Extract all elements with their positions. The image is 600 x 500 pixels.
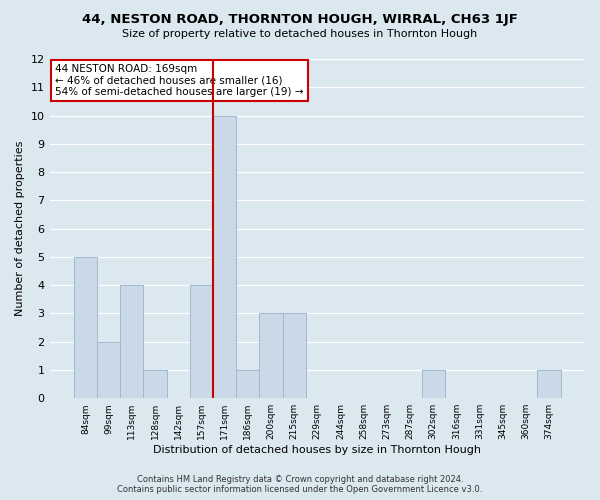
Text: 44 NESTON ROAD: 169sqm
← 46% of detached houses are smaller (16)
54% of semi-det: 44 NESTON ROAD: 169sqm ← 46% of detached… (55, 64, 304, 98)
Text: 44, NESTON ROAD, THORNTON HOUGH, WIRRAL, CH63 1JF: 44, NESTON ROAD, THORNTON HOUGH, WIRRAL,… (82, 12, 518, 26)
Bar (259, 314, 283, 398)
Bar (213, 116, 236, 398)
Bar (236, 370, 259, 398)
Bar (120, 285, 143, 398)
X-axis label: Distribution of detached houses by size in Thornton Hough: Distribution of detached houses by size … (153, 445, 481, 455)
Bar (74, 257, 97, 398)
Text: Size of property relative to detached houses in Thornton Hough: Size of property relative to detached ho… (122, 29, 478, 39)
Bar (143, 370, 167, 398)
Bar (283, 314, 305, 398)
Bar (97, 342, 120, 398)
Bar (422, 370, 445, 398)
Y-axis label: Number of detached properties: Number of detached properties (15, 141, 25, 316)
Text: Contains HM Land Registry data © Crown copyright and database right 2024.
Contai: Contains HM Land Registry data © Crown c… (118, 474, 482, 494)
Bar (538, 370, 560, 398)
Bar (190, 285, 213, 398)
